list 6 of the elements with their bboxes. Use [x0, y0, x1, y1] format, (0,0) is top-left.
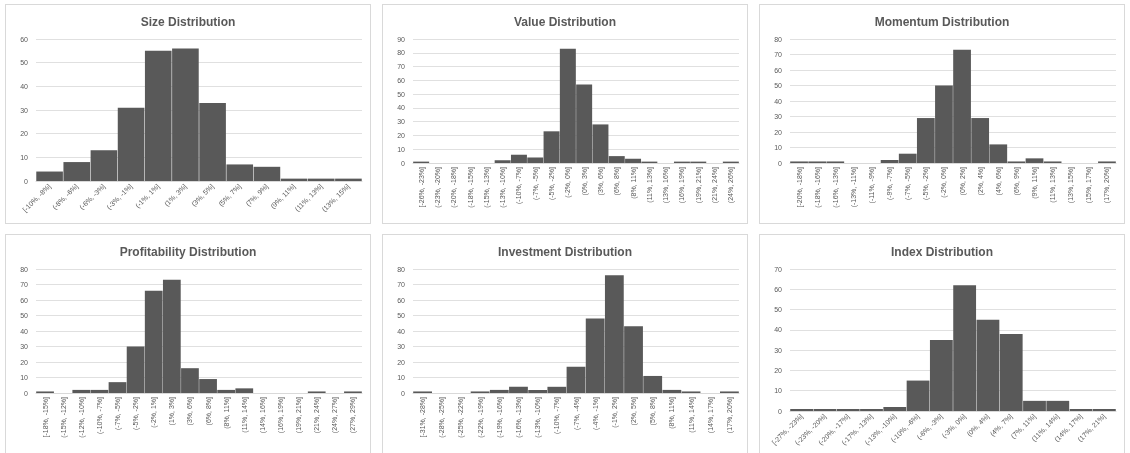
chart-title: Investment Distribution [497, 245, 633, 259]
chart-title: Index Distribution [891, 245, 993, 259]
chart-title: Size Distribution [140, 15, 236, 29]
chart-title: Value Distribution [513, 15, 617, 29]
chart-title: Momentum Distribution [874, 15, 1010, 29]
chart-title: Profitability Distribution [119, 245, 257, 259]
